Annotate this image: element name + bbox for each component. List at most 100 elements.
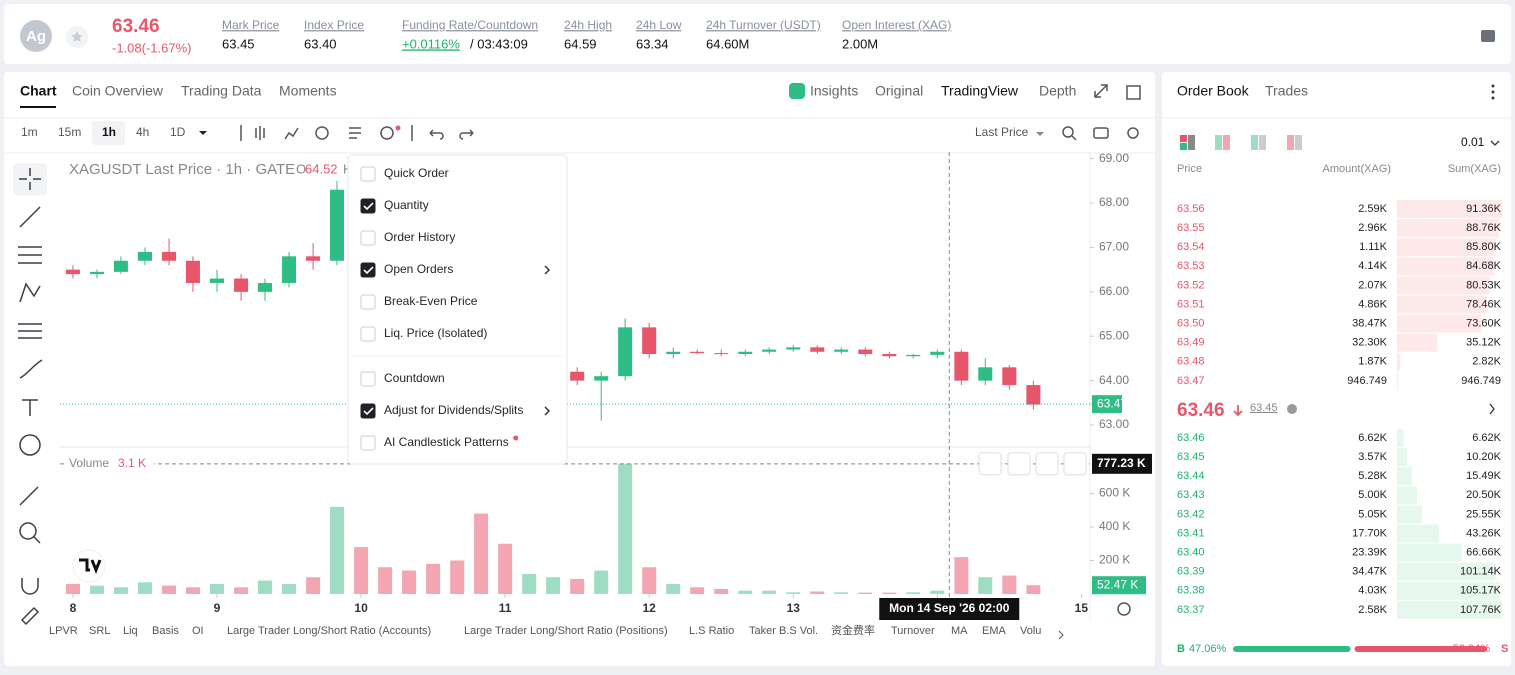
ob-price[interactable]: 63.54	[1177, 241, 1205, 253]
ob-tab[interactable]: Trades	[1265, 83, 1308, 99]
ob-tab[interactable]: Order Book	[1177, 83, 1250, 99]
volume-bar	[762, 590, 777, 594]
interval[interactable]: 4h	[136, 125, 149, 139]
y-tick-label: 400 K	[1099, 519, 1130, 533]
checkbox[interactable]	[360, 435, 376, 451]
ob-price[interactable]: 63.50	[1177, 318, 1205, 330]
tab[interactable]: Chart	[20, 83, 57, 99]
indicator[interactable]: 资金费率	[831, 623, 875, 637]
volume-bar	[978, 577, 993, 594]
tab[interactable]: Moments	[279, 83, 337, 99]
interval[interactable]: 15m	[58, 125, 81, 139]
ob-amount: 946.749	[1347, 375, 1387, 387]
indicator[interactable]: Taker B.S Vol.	[749, 625, 818, 637]
menu-item[interactable]: AI Candlestick Patterns	[384, 435, 509, 449]
ob-price[interactable]: 63.44	[1177, 470, 1205, 482]
depth-bar	[1397, 429, 1404, 447]
indicator[interactable]: L.S Ratio	[689, 625, 734, 637]
view-tab[interactable]: Depth	[1039, 83, 1076, 99]
pane-button[interactable]	[978, 452, 1002, 476]
ob-price[interactable]: 63.41	[1177, 527, 1205, 539]
indicator[interactable]: Large Trader Long/Short Ratio (Positions…	[464, 625, 668, 637]
ob-price[interactable]: 63.56	[1177, 203, 1205, 215]
ob-price[interactable]: 63.49	[1177, 337, 1205, 349]
menu-item[interactable]: Order History	[384, 230, 455, 244]
checkbox[interactable]	[360, 294, 376, 310]
ob-price[interactable]: 63.47	[1177, 375, 1205, 387]
tv-logo[interactable]	[72, 549, 106, 583]
pane-button[interactable]	[1063, 452, 1087, 476]
indicator[interactable]: Basis	[152, 625, 179, 637]
precision[interactable]: 0.01	[1461, 135, 1485, 149]
view-tab[interactable]: Insights	[810, 83, 858, 99]
ob-sum: 946.749	[1461, 375, 1501, 387]
indicator[interactable]: MA	[951, 625, 968, 637]
checkbox[interactable]	[360, 371, 376, 387]
menu-item[interactable]: Quick Order	[384, 166, 449, 180]
view-tab[interactable]: Original	[875, 83, 923, 99]
menu-item[interactable]: Countdown	[384, 371, 445, 385]
ob-price[interactable]: 63.55	[1177, 222, 1205, 234]
checkbox[interactable]	[360, 403, 376, 419]
indicator[interactable]: OI	[192, 625, 204, 637]
settings-menu: Quick Order Quantity Order History Open Ord…	[347, 154, 568, 465]
candle-body	[954, 351, 969, 381]
ratio-buy: 47.06%	[1189, 643, 1227, 655]
candle-body	[810, 347, 825, 352]
volume-bar	[546, 577, 561, 594]
menu-item[interactable]: Adjust for Dividends/Splits	[384, 403, 523, 417]
ob-price[interactable]: 63.51	[1177, 298, 1205, 310]
chart-title: XAGUSDT Last Price · 1h · GATE	[69, 161, 295, 178]
ob-price[interactable]: 63.45	[1177, 451, 1205, 463]
volume-bar	[185, 587, 200, 594]
checkbox[interactable]	[360, 326, 376, 342]
interval[interactable]: 1h	[102, 125, 116, 139]
indicator[interactable]: EMA	[982, 625, 1007, 637]
caret[interactable]	[199, 131, 207, 135]
price-source[interactable]: Last Price	[975, 125, 1029, 139]
checkbox[interactable]	[360, 198, 376, 214]
checkbox[interactable]	[360, 166, 376, 182]
checkbox[interactable]	[360, 262, 376, 278]
ob-price[interactable]: 63.48	[1177, 356, 1205, 368]
caret[interactable]	[1036, 132, 1044, 136]
ob-price[interactable]: 63.42	[1177, 508, 1205, 520]
ob-price[interactable]: 63.39	[1177, 566, 1205, 578]
volume-legend: Volume	[69, 456, 109, 470]
indicator[interactable]: Turnover	[891, 625, 935, 637]
tab[interactable]: Coin Overview	[72, 83, 164, 99]
checkbox[interactable]	[360, 230, 376, 246]
pane-button[interactable]	[1035, 452, 1059, 476]
settings-icon[interactable]	[1117, 602, 1131, 616]
x-tick-label: 8	[70, 601, 77, 615]
indicator[interactable]: Large Trader Long/Short Ratio (Accounts)	[227, 625, 431, 637]
pane-button[interactable]	[1007, 452, 1031, 476]
more-arrow[interactable]	[1058, 630, 1064, 640]
depth-bar	[1397, 448, 1407, 467]
ob-price[interactable]: 63.46	[1177, 432, 1205, 444]
menu-item[interactable]: Open Orders	[384, 262, 453, 276]
menu-item[interactable]: Quantity	[384, 198, 429, 212]
indicator[interactable]: Volu	[1020, 625, 1041, 637]
menu-item[interactable]: Liq. Price (Isolated)	[384, 326, 487, 340]
ob-price[interactable]: 63.52	[1177, 279, 1205, 291]
indicator[interactable]: SRL	[89, 625, 110, 637]
indicator[interactable]: LPVR	[49, 625, 78, 637]
indicator[interactable]: Liq	[123, 625, 138, 637]
tab[interactable]: Trading Data	[181, 83, 262, 99]
notes-icon[interactable]	[1481, 30, 1495, 42]
view-tab[interactable]: TradingView	[941, 83, 1019, 99]
ob-price[interactable]: 63.53	[1177, 260, 1205, 272]
interval[interactable]: 1m	[21, 125, 38, 139]
ob-price[interactable]: 63.37	[1177, 604, 1205, 616]
candle-body	[786, 347, 801, 350]
ob-price[interactable]: 63.43	[1177, 489, 1205, 501]
ratio-sell-bar	[1354, 646, 1487, 652]
ob-price[interactable]: 63.40	[1177, 547, 1205, 559]
interval[interactable]: 1D	[170, 125, 186, 139]
ob-amount: 32.30K	[1352, 337, 1388, 349]
volume-bar	[1026, 585, 1041, 594]
menu-item[interactable]: Break-Even Price	[384, 294, 478, 308]
ob-price[interactable]: 63.38	[1177, 585, 1205, 597]
